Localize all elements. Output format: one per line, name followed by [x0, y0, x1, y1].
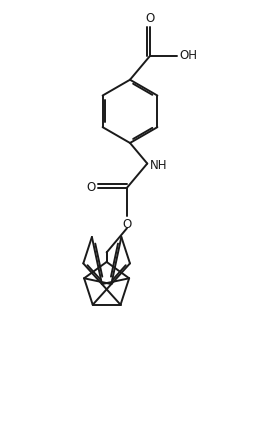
Text: O: O — [122, 218, 132, 231]
Text: OH: OH — [180, 49, 198, 62]
Text: NH: NH — [150, 159, 167, 172]
Text: O: O — [87, 181, 96, 194]
Text: O: O — [146, 12, 155, 25]
